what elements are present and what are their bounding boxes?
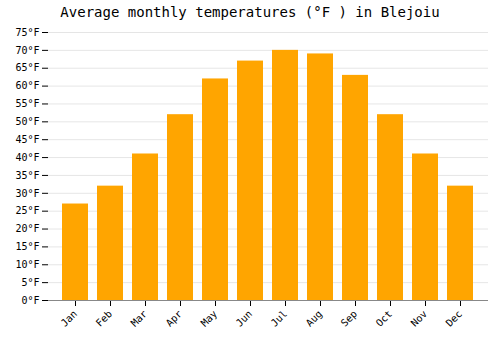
svg-text:Apr: Apr — [164, 308, 185, 329]
svg-text:30°F: 30°F — [15, 188, 39, 199]
svg-text:25°F: 25°F — [15, 205, 39, 216]
svg-text:0°F: 0°F — [21, 295, 39, 306]
svg-text:5°F: 5°F — [21, 277, 39, 288]
svg-text:45°F: 45°F — [15, 134, 39, 145]
svg-text:Sep: Sep — [339, 308, 360, 329]
svg-text:Feb: Feb — [94, 308, 115, 329]
svg-text:60°F: 60°F — [15, 80, 39, 91]
svg-text:40°F: 40°F — [15, 152, 39, 163]
svg-text:50°F: 50°F — [15, 116, 39, 127]
svg-text:10°F: 10°F — [15, 259, 39, 270]
svg-text:Jun: Jun — [234, 308, 255, 329]
svg-text:15°F: 15°F — [15, 241, 39, 252]
svg-text:70°F: 70°F — [15, 45, 39, 56]
svg-text:75°F: 75°F — [15, 27, 39, 38]
svg-text:Oct: Oct — [374, 308, 395, 329]
svg-text:Jan: Jan — [59, 308, 80, 329]
svg-text:35°F: 35°F — [15, 170, 39, 181]
svg-text:Jul: Jul — [269, 308, 290, 329]
svg-text:May: May — [199, 308, 220, 329]
svg-text:Mar: Mar — [129, 308, 150, 329]
svg-text:20°F: 20°F — [15, 223, 39, 234]
svg-text:65°F: 65°F — [15, 62, 39, 73]
html-text:Average monthly temperatures (: Average monthly temperatures (°F ) in Bl… — [60, 4, 440, 20]
svg-text:55°F: 55°F — [15, 98, 39, 109]
svg-text:Dec: Dec — [444, 308, 465, 329]
svg-text:Nov: Nov — [409, 308, 430, 329]
svg-text:Aug: Aug — [304, 308, 325, 329]
